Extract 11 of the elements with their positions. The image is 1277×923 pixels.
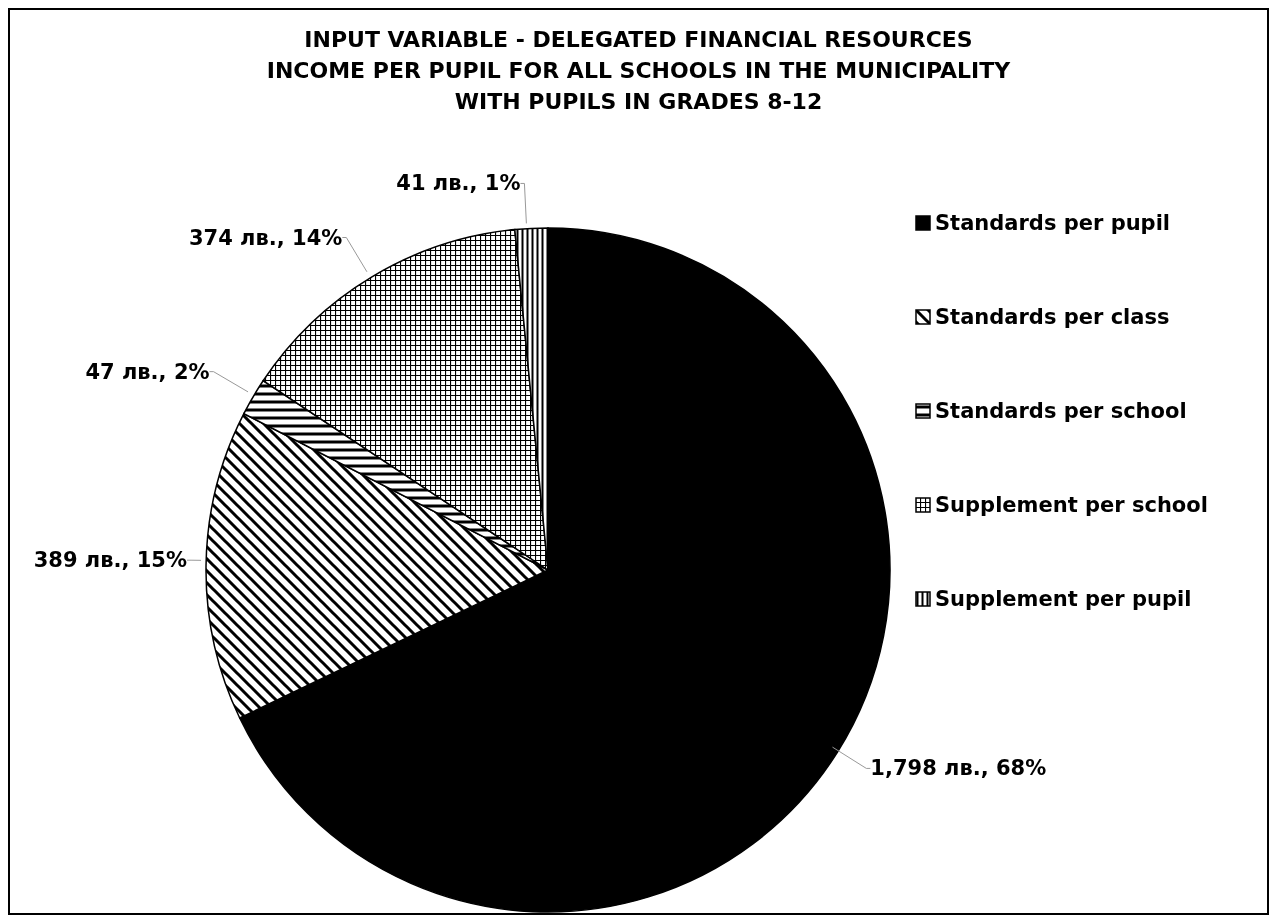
- legend-label: Standards per class: [935, 305, 1170, 329]
- data-label: 1,798 лв., 68%: [870, 756, 1047, 781]
- data-label: 374 лв., 14%: [188, 225, 343, 250]
- legend-label: Standards per school: [935, 399, 1187, 423]
- legend-label: Supplement per pupil: [935, 587, 1192, 611]
- legend-label: Standards per pupil: [935, 211, 1171, 235]
- legend-label: Supplement per school: [935, 493, 1208, 517]
- data-label: 47 лв., 2%: [85, 359, 210, 384]
- data-label: 41 лв., 1%: [396, 171, 521, 196]
- chart-title: INPUT VARIABLE - DELEGATED FINANCIAL RESOURCES INCOME PER PUPIL FOR ALL SCHOOLS IN THE MUNICIPALITY WITH PUPILS IN GRADES 8-12: [265, 26, 1012, 116]
- data-label: 389 лв., 15%: [33, 548, 188, 573]
